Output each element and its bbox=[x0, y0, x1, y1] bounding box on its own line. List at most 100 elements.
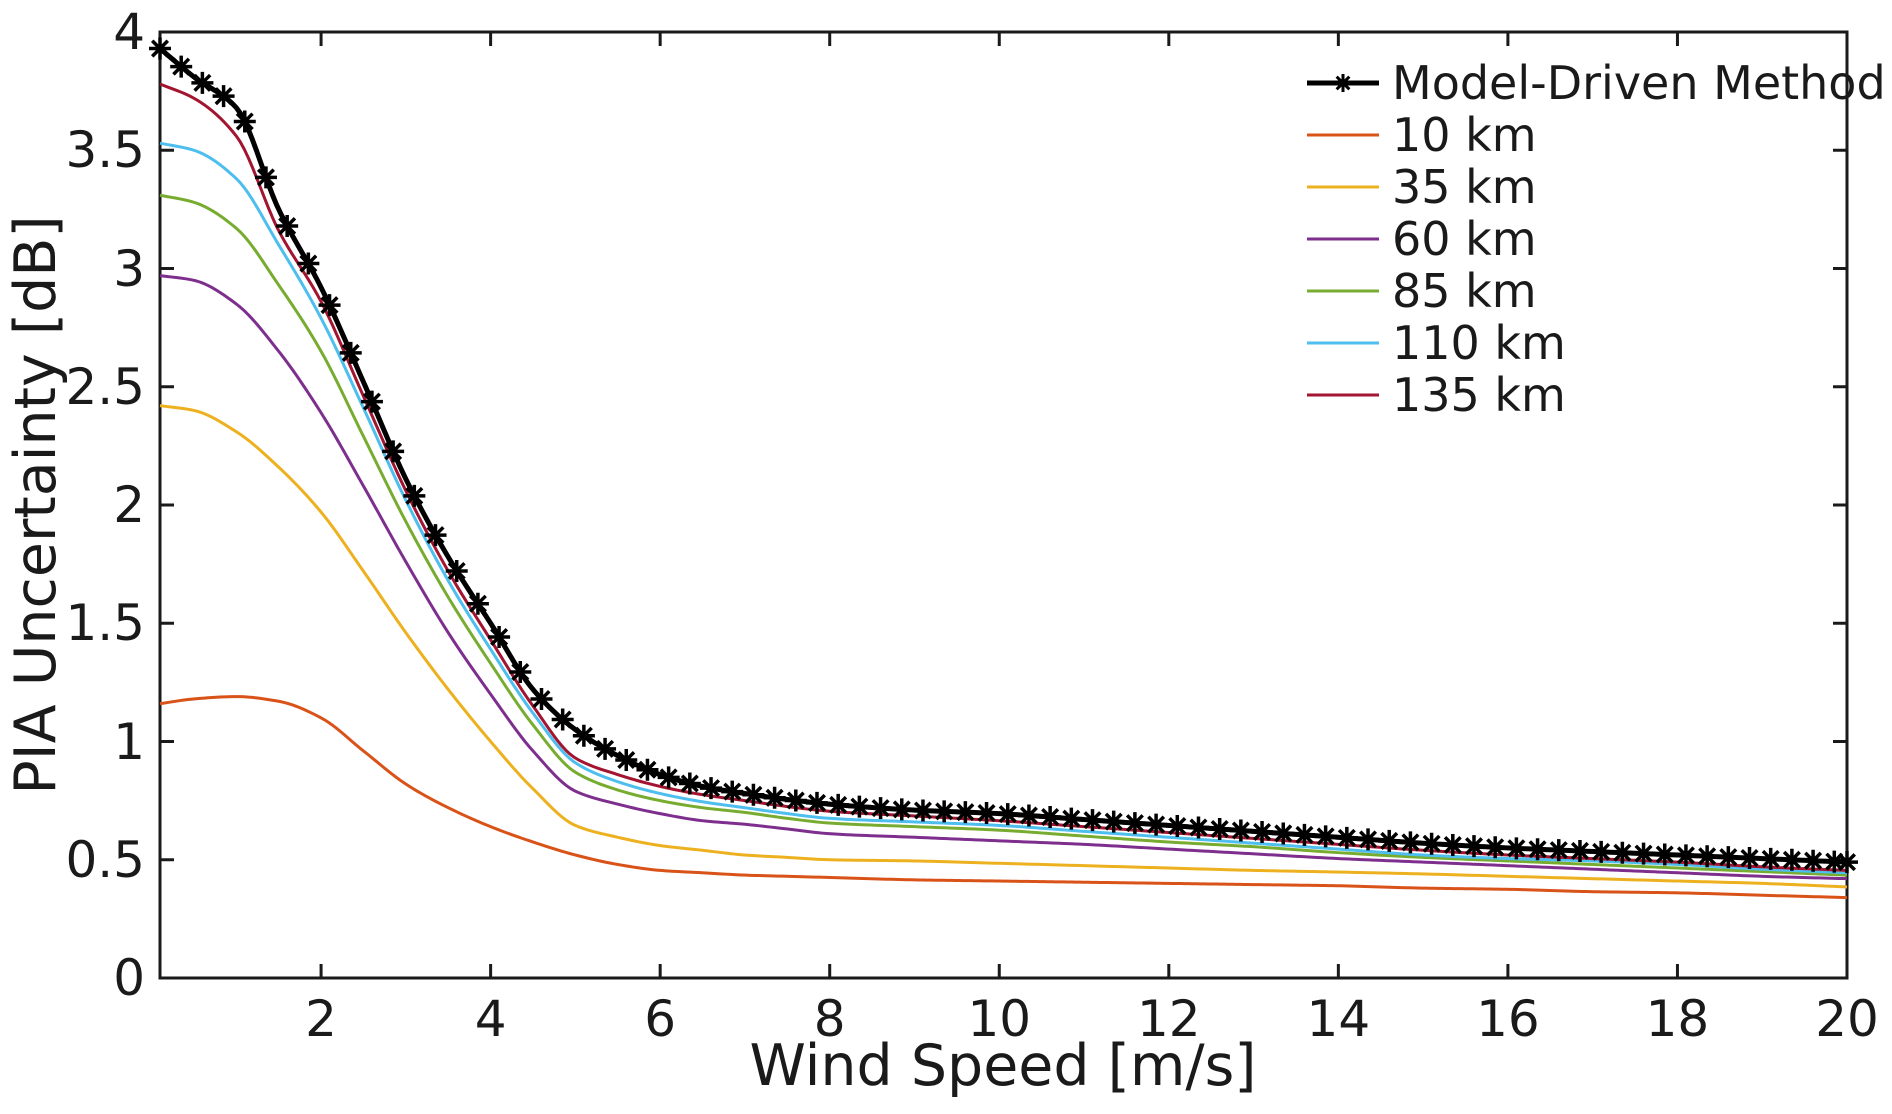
series-marker-asterisk bbox=[636, 758, 659, 781]
y-tick-label: 1 bbox=[113, 712, 145, 771]
legend-item-label: 135 km bbox=[1392, 368, 1566, 422]
series-marker-asterisk bbox=[1802, 849, 1825, 872]
y-tick-label: 0.5 bbox=[65, 830, 145, 889]
series-marker-asterisk bbox=[170, 55, 193, 78]
series-marker-asterisk bbox=[1526, 838, 1549, 861]
series-marker-asterisk bbox=[1272, 822, 1295, 845]
y-tick-label: 2 bbox=[113, 476, 145, 534]
series-marker-asterisk bbox=[594, 737, 617, 760]
series-marker-asterisk bbox=[360, 390, 383, 413]
series-marker-asterisk bbox=[488, 626, 511, 649]
series-marker-asterisk bbox=[1187, 816, 1210, 839]
series-marker-asterisk bbox=[1568, 839, 1591, 862]
series-marker-asterisk bbox=[1632, 842, 1655, 865]
series-marker-asterisk bbox=[1081, 809, 1104, 832]
series-marker-asterisk bbox=[615, 748, 638, 771]
series-marker-asterisk bbox=[1145, 813, 1168, 836]
x-tick-label: 6 bbox=[644, 990, 677, 1048]
series-marker-asterisk bbox=[424, 524, 447, 547]
series-marker-asterisk bbox=[1717, 846, 1740, 869]
series-marker-asterisk bbox=[1780, 848, 1803, 871]
series-marker-asterisk bbox=[254, 166, 277, 189]
series-marker-asterisk bbox=[466, 592, 489, 615]
series-marker-asterisk bbox=[700, 777, 723, 800]
series-marker-asterisk bbox=[657, 766, 680, 789]
series-marker-asterisk bbox=[827, 793, 850, 816]
series-marker-asterisk bbox=[572, 724, 595, 747]
x-tick-label: 10 bbox=[967, 990, 1032, 1048]
series-marker-asterisk bbox=[975, 802, 998, 825]
legend-item-label: 85 km bbox=[1392, 264, 1537, 318]
x-tick-label: 8 bbox=[813, 990, 846, 1048]
series-marker-asterisk bbox=[1611, 841, 1634, 864]
series-marker-asterisk bbox=[1293, 823, 1316, 846]
series-marker-asterisk bbox=[1399, 831, 1422, 854]
legend-swatch-line bbox=[1307, 289, 1379, 293]
series-marker-asterisk bbox=[1441, 833, 1464, 856]
legend-item-135km: 135 km bbox=[1305, 369, 1886, 421]
legend-swatch-line bbox=[1307, 237, 1379, 241]
series-marker-asterisk bbox=[933, 800, 956, 823]
legend-swatch-line bbox=[1307, 341, 1379, 345]
legend-item-label: 10 km bbox=[1392, 108, 1537, 162]
series-marker-asterisk bbox=[1123, 812, 1146, 835]
series-marker-asterisk bbox=[339, 341, 362, 364]
series-marker-asterisk bbox=[805, 791, 828, 814]
y-tick-label: 3.5 bbox=[65, 121, 145, 180]
y-tick-label: 1.5 bbox=[65, 594, 145, 653]
series-marker-asterisk bbox=[382, 440, 405, 463]
series-marker-asterisk bbox=[1335, 826, 1358, 849]
series-marker-asterisk bbox=[1060, 807, 1083, 830]
series-marker-asterisk bbox=[1759, 847, 1782, 870]
series-marker-asterisk bbox=[551, 708, 574, 731]
x-tick-label: 4 bbox=[474, 990, 507, 1048]
series-line-35-km bbox=[159, 404, 1848, 889]
series-marker-asterisk bbox=[1229, 819, 1252, 842]
legend-item-60km: 60 km bbox=[1305, 213, 1886, 265]
legend-item-35km: 35 km bbox=[1305, 161, 1886, 213]
series-marker-asterisk bbox=[1314, 825, 1337, 848]
series-marker-asterisk bbox=[1378, 829, 1401, 852]
series-marker-asterisk bbox=[1017, 804, 1040, 827]
series-line-60-km bbox=[159, 274, 1848, 881]
series-marker-asterisk bbox=[763, 786, 786, 809]
series-marker-asterisk bbox=[954, 801, 977, 824]
legend-swatch-line bbox=[1307, 133, 1379, 137]
series-marker-asterisk bbox=[678, 772, 701, 795]
series-marker-asterisk bbox=[276, 215, 299, 238]
series-marker-asterisk bbox=[1484, 836, 1507, 859]
series-marker-asterisk bbox=[509, 660, 532, 683]
series-marker-asterisk bbox=[1653, 843, 1676, 866]
legend-swatch-line bbox=[1307, 74, 1379, 92]
series-marker-asterisk bbox=[1823, 850, 1846, 873]
series-marker-asterisk bbox=[1420, 832, 1443, 855]
legend: Model-Driven Method 10 km 35 km 60 km 85… bbox=[1305, 57, 1886, 421]
series-marker-asterisk bbox=[1039, 806, 1062, 829]
legend-swatch-line bbox=[1307, 393, 1379, 397]
series-marker-asterisk bbox=[212, 85, 235, 108]
series-marker-asterisk bbox=[1836, 851, 1858, 874]
series-marker-asterisk bbox=[1674, 844, 1697, 867]
series-marker-asterisk bbox=[996, 803, 1019, 826]
series-marker-asterisk bbox=[911, 799, 934, 822]
legend-marker-asterisk bbox=[1334, 74, 1352, 92]
x-axis-label: Wind Speed [m/s] bbox=[749, 1033, 1257, 1099]
series-marker-asterisk bbox=[848, 795, 871, 818]
series-line-110-km bbox=[159, 141, 1848, 875]
series-line-85-km bbox=[159, 193, 1848, 877]
series-marker-asterisk bbox=[1251, 820, 1274, 843]
x-tick-label: 16 bbox=[1476, 990, 1540, 1048]
series-marker-asterisk bbox=[1208, 818, 1231, 841]
series-marker-asterisk bbox=[742, 783, 765, 806]
x-tick-label: 12 bbox=[1136, 990, 1201, 1048]
series-marker-asterisk bbox=[1102, 810, 1125, 833]
x-tick-label: 14 bbox=[1306, 990, 1371, 1048]
legend-item-model-driven-method: Model-Driven Method bbox=[1305, 57, 1886, 109]
legend-item-label: 110 km bbox=[1392, 316, 1566, 370]
series-marker-asterisk bbox=[191, 71, 214, 94]
x-tick-label: 18 bbox=[1645, 990, 1710, 1048]
series-marker-asterisk bbox=[149, 37, 171, 60]
series-marker-asterisk bbox=[1166, 815, 1189, 838]
